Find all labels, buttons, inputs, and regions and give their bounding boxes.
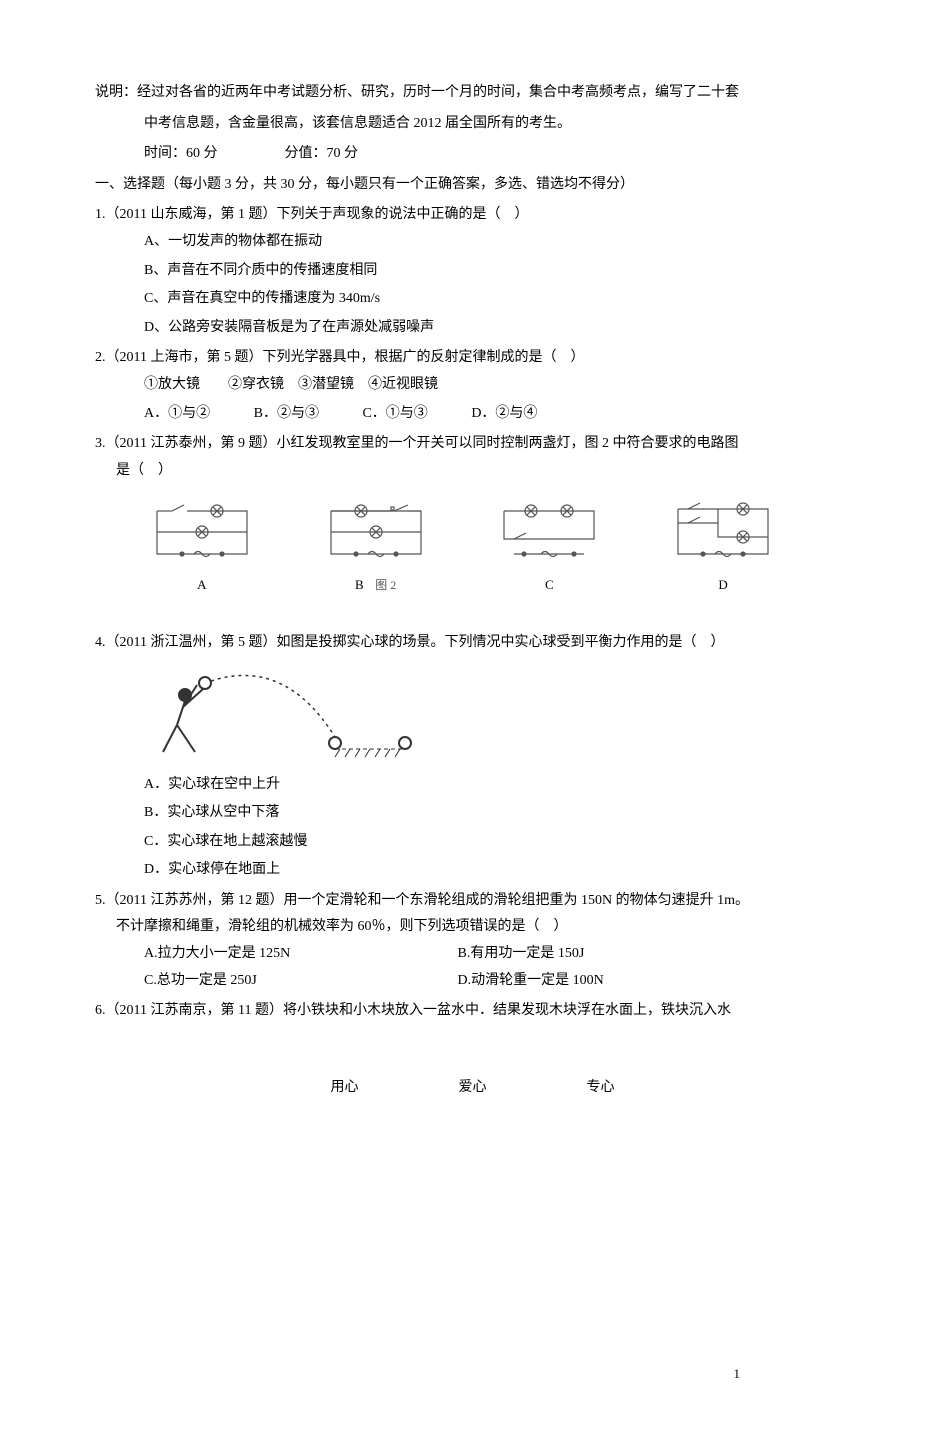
q2-stem: 2.（2011 上海市，第 5 题）下列光学器具中，根据广的反射定律制成的是（ … <box>95 345 850 372</box>
question-6: 6.（2011 江苏南京，第 11 题）将小铁块和小木块放入一盆水中．结果发现木… <box>95 998 850 1025</box>
q5-stem: 5.（2011 江苏苏州，第 12 题）用一个定滑轮和一个东滑轮组成的滑轮组把重… <box>95 888 850 915</box>
page-footer: 用心 爱心 专心 <box>95 1075 850 1102</box>
section-1-heading: 一、选择题（每小题 3 分，共 30 分，每小题只有一个正确答案，多选、错选均不… <box>95 172 850 199</box>
circuit-c-label: C <box>545 573 554 598</box>
throw-icon <box>155 667 415 762</box>
q5-stem-2: 不计摩擦和绳重，滑轮组的机械效率为 60％，则下列选项错误的是（ ） <box>95 914 850 941</box>
q2-option-c: C．①与③ <box>362 401 427 428</box>
page-number: 1 <box>734 1362 741 1387</box>
q1-option-d: D、公路旁安装隔音板是为了在声源处减弱噪声 <box>95 315 850 342</box>
circuit-c-icon <box>489 499 609 569</box>
circuit-d-icon <box>663 499 783 569</box>
time-score-line: 时间：60 分 分值：70 分 <box>95 141 850 168</box>
q2-items: ①放大镜 ②穿衣镜 ③潜望镜 ④近视眼镜 <box>95 372 850 399</box>
intro-line-1: 说明：经过对各省的近两年中考试题分析、研究，历时一个月的时间，集合中考高频考点，… <box>95 80 850 107</box>
circuit-b-icon <box>316 499 436 569</box>
q3-stem-2: 是（ ） <box>95 458 850 485</box>
circuit-caption: 图 2 <box>375 578 396 592</box>
question-5: 5.（2011 江苏苏州，第 12 题）用一个定滑轮和一个东滑轮组成的滑轮组把重… <box>95 888 850 994</box>
q2-option-a: A．①与② <box>144 401 210 428</box>
q2-option-d: D．②与④ <box>471 401 537 428</box>
q4-option-b: B．实心球从空中下落 <box>95 800 850 827</box>
q5-option-c: C.总功一定是 250J <box>144 968 454 995</box>
circuit-diagrams-row: A <box>115 499 850 600</box>
circuit-d: D <box>663 499 783 600</box>
q5-option-b: B.有用功一定是 150J <box>458 941 585 968</box>
q5-option-d: D.动滑轮重一定是 100N <box>458 968 604 995</box>
q2-options: A．①与② B．②与③ C．①与③ D．②与④ <box>95 401 850 428</box>
question-1: 1.（2011 山东威海，第 1 题）下列关于声现象的说法中正确的是（ ） A、… <box>95 202 850 341</box>
q6-stem: 6.（2011 江苏南京，第 11 题）将小铁块和小木块放入一盆水中．结果发现木… <box>95 998 850 1025</box>
question-3: 3.（2011 江苏泰州，第 9 题）小红发现教室里的一个开关可以同时控制两盏灯… <box>95 431 850 600</box>
footer-word-1: 用心 <box>331 1075 359 1102</box>
footer-word-2: 爱心 <box>459 1075 487 1102</box>
question-4: 4.（2011 浙江温州，第 5 题）如图是投掷实心球的场景。下列情况中实心球受… <box>95 630 850 884</box>
q2-option-b: B．②与③ <box>254 401 319 428</box>
q1-stem: 1.（2011 山东威海，第 1 题）下列关于声现象的说法中正确的是（ ） <box>95 202 850 229</box>
footer-word-3: 专心 <box>587 1075 615 1102</box>
q5-row-2: C.总功一定是 250J D.动滑轮重一定是 100N <box>95 968 850 995</box>
circuit-a-icon <box>142 499 262 569</box>
time-label: 时间：60 分 <box>144 146 218 161</box>
circuit-d-label: D <box>718 573 727 598</box>
circuit-a: A <box>142 499 262 600</box>
intro-line-2: 中考信息题，含金量很高，该套信息题适合 2012 届全国所有的考生。 <box>95 111 850 138</box>
q5-row-1: A.拉力大小一定是 125N B.有用功一定是 150J <box>95 941 850 968</box>
q1-option-c: C、声音在真空中的传播速度为 340m/s <box>95 286 850 313</box>
q1-option-b: B、声音在不同介质中的传播速度相同 <box>95 258 850 285</box>
q4-stem: 4.（2011 浙江温州，第 5 题）如图是投掷实心球的场景。下列情况中实心球受… <box>95 630 850 657</box>
q4-option-a: A．实心球在空中上升 <box>95 772 850 799</box>
question-2: 2.（2011 上海市，第 5 题）下列光学器具中，根据广的反射定律制成的是（ … <box>95 345 850 427</box>
q5-option-a: A.拉力大小一定是 125N <box>144 941 454 968</box>
throw-figure <box>155 667 850 762</box>
q3-stem: 3.（2011 江苏泰州，第 9 题）小红发现教室里的一个开关可以同时控制两盏灯… <box>95 431 850 458</box>
score-label: 分值：70 分 <box>285 146 359 161</box>
q4-option-c: C．实心球在地上越滚越慢 <box>95 829 850 856</box>
circuit-a-label: A <box>197 573 206 598</box>
circuit-b: B 图 2 <box>316 499 436 600</box>
q4-option-d: D．实心球停在地面上 <box>95 857 850 884</box>
q1-option-a: A、一切发声的物体都在振动 <box>95 229 850 256</box>
circuit-b-label: B <box>355 573 364 598</box>
circuit-c: C <box>489 499 609 600</box>
